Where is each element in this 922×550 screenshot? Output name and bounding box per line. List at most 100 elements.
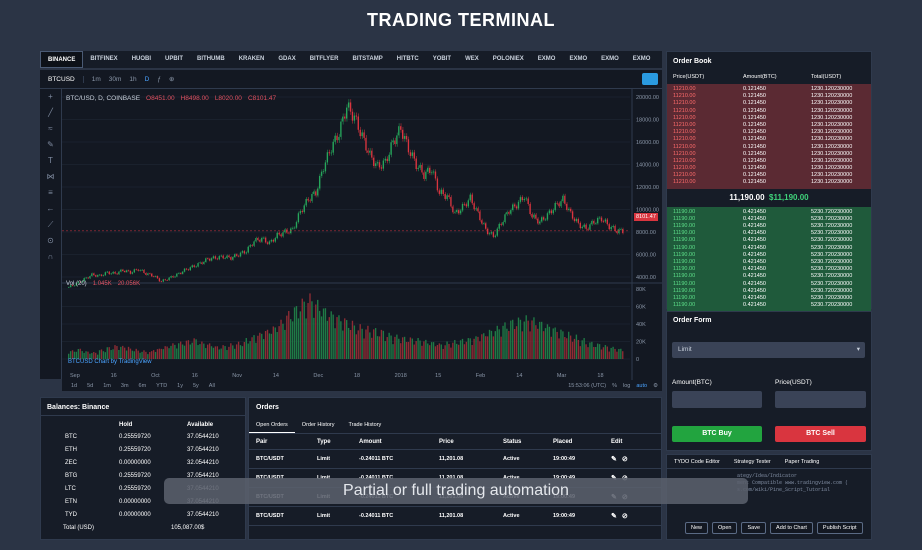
bid-row[interactable]: 11190.00 0.421450 5230.720230000 [673,288,865,295]
exchange-tab[interactable]: GDAX [278,56,296,62]
exchange-tab[interactable]: BITFLYER [309,56,339,62]
script-button[interactable]: New [685,522,709,534]
cancel-icon[interactable]: ⊘ [621,456,628,463]
pencil-icon[interactable]: ✎ [47,140,54,149]
cancel-icon[interactable]: ⊘ [621,513,628,520]
text-icon[interactable]: T [48,156,53,165]
bid-row[interactable]: 11190.00 0.421450 5230.720230000 [673,302,865,309]
range-option[interactable]: 5y [192,382,199,389]
chart-canvas[interactable]: 20000.00 18000.00 16000.00 14000.00 12000.00… [62,89,662,391]
bid-row[interactable]: 11190.00 0.421450 5230.720230000 [673,209,865,216]
exchange-tab[interactable]: HUOBI [131,56,152,62]
ask-row[interactable]: 11210.00 0.121450 1230.120230000 [673,136,865,143]
magnet-icon[interactable]: ∩ [47,252,54,261]
crosshair-icon[interactable]: + [48,92,53,101]
symbol-selector[interactable]: BTCUSD [40,75,84,83]
camera-icon[interactable] [642,73,658,85]
edit-icon[interactable]: ✎ [611,456,617,463]
range-option[interactable]: 6m [138,382,147,389]
timeframe-option[interactable]: 30m [108,75,122,83]
ask-row[interactable]: 11210.00 0.121450 1230.120230000 [673,122,865,129]
fib-icon[interactable]: ≡ [48,188,53,197]
exchange-tab[interactable]: EXMO [569,56,588,62]
bid-row[interactable]: 11190.00 0.421450 5230.720230000 [673,259,865,266]
exchange-tab[interactable]: KRAKEN [238,56,265,62]
script-button[interactable]: Publish Script [816,522,863,534]
sell-button[interactable]: BTC Sell [775,426,866,442]
bid-row[interactable]: 11190.00 0.421450 5230.720230000 [673,216,865,223]
arrow-left-icon[interactable]: ← [46,204,55,213]
order-type-select[interactable]: Limit ▾ [672,342,865,358]
zoom-icon[interactable]: ⊙ [47,236,54,245]
ask-row[interactable]: 11210.00 0.121450 1230.120230000 [673,165,865,172]
buy-button[interactable]: BTC Buy [672,426,762,442]
ask-row[interactable]: 11210.00 0.121450 1230.120230000 [673,86,865,93]
log-toggle[interactable]: log [623,382,631,389]
orders-tab[interactable]: Open Orders [249,416,295,433]
timeframe-option[interactable]: D [144,75,150,83]
indicator-icon[interactable]: ƒ [157,75,161,83]
timeframe-option[interactable]: 1h [129,75,137,83]
ask-row[interactable]: 11210.00 0.121450 1230.120230000 [673,158,865,165]
script-button[interactable]: Save [741,522,767,534]
settings-icon[interactable]: ⚙ [653,382,658,389]
script-tab[interactable]: TYDO Code Editor [674,459,720,465]
bid-row[interactable]: 11190.00 0.421450 5230.720230000 [673,237,865,244]
auto-toggle[interactable]: auto [636,382,648,389]
range-option[interactable]: 3m [120,382,129,389]
bid-row[interactable]: 11190.00 0.421450 5230.720230000 [673,230,865,237]
order-row[interactable]: BTC/USDT Limit -0.24011 BTC 11,201.08 Active… [249,507,661,526]
bid-row[interactable]: 11190.00 0.421450 5230.720230000 [673,266,865,273]
exchange-tab[interactable]: BINANCE [40,51,84,68]
exchange-tab[interactable]: POLONIEX [492,56,524,62]
ask-row[interactable]: 11210.00 0.121450 1230.120230000 [673,108,865,115]
script-tab[interactable]: Strategy Tester [733,459,771,465]
percent-toggle[interactable]: % [612,382,617,389]
pattern-icon[interactable]: ⋈ [46,172,55,181]
bid-row[interactable]: 11190.00 0.421450 5230.720230000 [673,273,865,280]
exchange-tab[interactable]: EXMO [632,56,651,62]
ask-row[interactable]: 11210.00 0.121450 1230.120230000 [673,172,865,179]
exchange-tab[interactable]: EXMO [537,56,556,62]
exchange-tab[interactable]: BITHUMB [197,56,225,62]
ask-row[interactable]: 11210.00 0.121450 1230.120230000 [673,93,865,100]
price-field[interactable] [775,391,866,408]
orders-tab[interactable]: Trade History [348,422,382,428]
ask-row[interactable]: 11210.00 0.121450 1230.120230000 [673,144,865,151]
ruler-icon[interactable]: ⟋ [47,220,54,229]
edit-icon[interactable]: ✎ [611,513,617,520]
script-button[interactable]: Open [712,522,738,534]
exchange-tab[interactable]: WEX [465,56,479,62]
compare-icon[interactable]: ⊕ [168,76,175,83]
price-chart[interactable]: 20000.00 18000.00 16000.00 14000.00 12000.00… [62,89,662,391]
range-option[interactable]: 5d [87,382,94,389]
exchange-tab[interactable]: HITBTC [396,56,419,62]
orders-tab[interactable]: Order History [301,422,335,428]
exchange-tab[interactable]: EXMO [601,56,619,62]
amount-field[interactable] [672,391,762,408]
script-button[interactable]: Add to Chart [770,522,813,534]
exchange-tab[interactable]: UPBIT [165,56,184,62]
exchange-tab[interactable]: YOBIT [432,56,452,62]
bid-row[interactable]: 11190.00 0.421450 5230.720230000 [673,281,865,288]
script-tab[interactable]: Paper Trading [784,459,820,465]
order-row[interactable]: BTC/USDT Limit -0.24011 BTC 11,201.08 Active… [249,450,661,469]
brush-icon[interactable]: ≈ [48,124,53,133]
bid-row[interactable]: 11190.00 0.421450 5230.720230000 [673,252,865,259]
ask-row[interactable]: 11210.00 0.121450 1230.120230000 [673,151,865,158]
exchange-tab[interactable]: BITFINEX [90,56,118,62]
ask-row[interactable]: 11210.00 0.121450 1230.120230000 [673,129,865,136]
exchange-tab[interactable]: BITSTAMP [352,56,383,62]
range-option[interactable]: 1m [103,382,111,389]
trendline-icon[interactable]: ╱ [48,108,53,117]
ask-row[interactable]: 11210.00 0.121450 1230.120230000 [673,115,865,122]
timeframe-option[interactable]: 1m [91,75,101,83]
range-option[interactable]: All [208,382,215,389]
ask-row[interactable]: 11210.00 0.121450 1230.120230000 [673,100,865,107]
range-option[interactable]: 1y [177,382,183,389]
bid-row[interactable]: 11190.00 0.421450 5230.720230000 [673,245,865,252]
bid-row[interactable]: 11190.00 0.421450 5230.720230000 [673,295,865,302]
ask-row[interactable]: 11210.00 0.121450 1230.120230000 [673,179,865,186]
bid-row[interactable]: 11190.00 0.421450 5230.720230000 [673,223,865,230]
range-option[interactable]: 1d [71,382,78,389]
